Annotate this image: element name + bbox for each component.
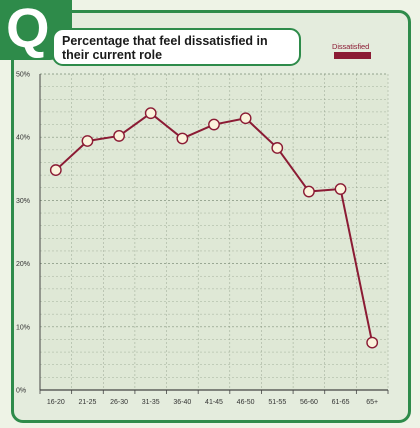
x-tick-label: 46-50: [237, 399, 255, 406]
x-tick-label: 51-55: [268, 399, 286, 406]
y-tick-label: 0%: [16, 388, 26, 395]
legend-swatch: [334, 52, 371, 59]
x-tick-label: 41-45: [205, 399, 223, 406]
data-point: [239, 112, 252, 125]
y-tick-label: 10%: [16, 324, 30, 331]
data-point: [208, 118, 220, 131]
y-tick-label: 30%: [16, 198, 30, 205]
data-point: [366, 336, 379, 349]
data-point: [144, 107, 157, 120]
x-tick-label: 16-20: [47, 399, 65, 406]
chart-title: Percentage that feel dissatisfied in the…: [52, 28, 301, 66]
x-tick-label: 36-40: [173, 399, 191, 406]
data-point: [303, 185, 315, 198]
data-point: [113, 130, 125, 142]
data-point: [49, 164, 62, 176]
x-tick-label: 56-60: [300, 399, 318, 406]
data-point: [334, 183, 347, 195]
y-tick-label: 50%: [16, 72, 30, 79]
x-tick-label: 65+: [366, 399, 378, 406]
x-tick-label: 21-25: [79, 399, 97, 406]
q-letter: Q: [6, 0, 50, 59]
y-tick-label: 40%: [16, 135, 30, 142]
legend-label: Dissatisfied: [332, 42, 370, 51]
y-tick-label: 20%: [16, 261, 30, 268]
x-tick-label: 31-35: [142, 399, 160, 406]
q-badge: Q: [0, 0, 72, 60]
data-point: [271, 142, 284, 154]
x-tick-label: 61-65: [332, 399, 350, 406]
data-point: [176, 132, 189, 145]
x-tick-label: 26-30: [110, 399, 128, 406]
data-point: [81, 135, 94, 147]
